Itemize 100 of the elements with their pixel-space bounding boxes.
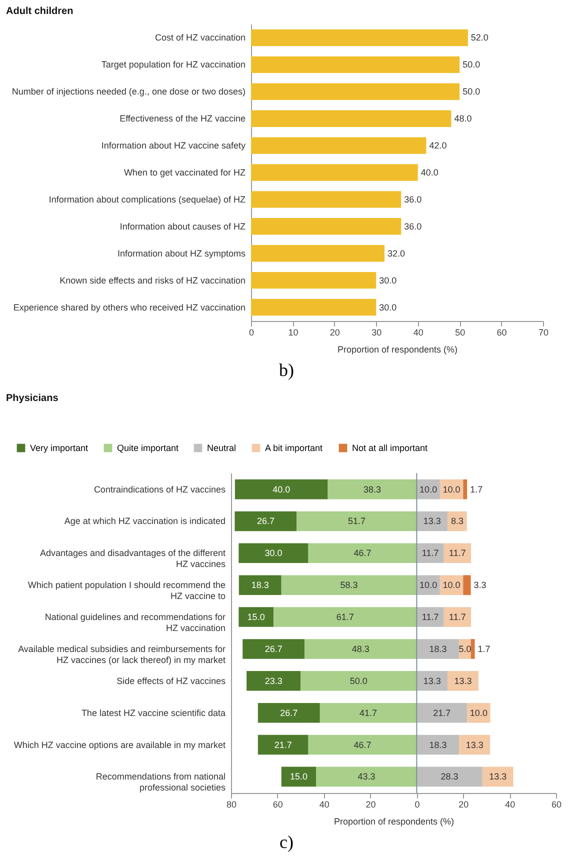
- data-label: 36.0: [404, 221, 422, 232]
- data-label: 10.0: [442, 484, 460, 494]
- bar: [251, 272, 376, 289]
- x-tick-label: 20: [366, 800, 376, 810]
- y-tick-label: Target population for HZ vaccination: [101, 60, 246, 70]
- x-tick-label: 0: [414, 800, 420, 810]
- data-label: 48.0: [454, 114, 472, 124]
- data-label: 30.0: [264, 548, 282, 558]
- bar: [416, 543, 444, 564]
- x-tick-label: 80: [226, 800, 237, 810]
- data-label: 50.0: [462, 86, 480, 97]
- data-label: 58.3: [340, 580, 358, 590]
- bar: [258, 734, 308, 755]
- y-tick-label: Age at which HZ vaccination is indicated: [64, 516, 226, 526]
- x-tick-label: 40: [505, 800, 516, 810]
- bar: [273, 607, 417, 627]
- y-tick-label: Available medical subsidies and reimbursements for HZ vaccines (or lack thereof) in my market: [18, 644, 226, 665]
- data-label: 41.7: [360, 708, 378, 718]
- data-label: 13.3: [489, 772, 507, 782]
- bar: [316, 766, 417, 787]
- data-label: 30.0: [379, 275, 397, 286]
- y-tick-label: Recommendations from national professional societies: [96, 772, 226, 793]
- data-label: 40.0: [420, 168, 438, 178]
- bar: [463, 479, 468, 500]
- data-label: 43.3: [358, 772, 376, 782]
- x-tick-label: 20: [458, 800, 469, 810]
- y-tick-label: Known side effects and risks of HZ vaccination: [60, 275, 246, 286]
- bar: [463, 575, 471, 595]
- data-label: 30.0: [379, 302, 397, 312]
- data-label: 11.7: [449, 612, 466, 622]
- bar: [416, 671, 448, 691]
- bar: [251, 110, 452, 127]
- data-label: 18.3: [251, 580, 269, 590]
- legend-label: Not at all important: [352, 443, 428, 453]
- bar: [251, 56, 460, 74]
- bar: [328, 479, 417, 500]
- x-axis-title: Proportion of respondents (%): [334, 816, 454, 826]
- y-tick-label: Information about causes of HZ: [120, 221, 246, 232]
- data-label: 61.7: [336, 612, 354, 622]
- data-label: 13.3: [423, 516, 441, 526]
- data-label: 10.0: [442, 580, 460, 590]
- bar: [308, 543, 417, 564]
- bar: [258, 702, 320, 723]
- data-label: 36.0: [404, 194, 422, 204]
- data-label: 15.0: [247, 612, 265, 622]
- data-label: 26.7: [264, 644, 282, 654]
- y-tick-label: Which HZ vaccine options are available in my market: [14, 740, 226, 750]
- data-label: 13.3: [423, 676, 441, 686]
- y-tick-label: Advantages and disadvantages of the different HZ vaccines: [40, 548, 226, 570]
- x-tick-label: 0: [248, 328, 254, 338]
- bar: [296, 511, 417, 532]
- y-tick-label: Effectiveness of the HZ vaccine: [120, 114, 246, 124]
- x-tick-label: 50: [455, 328, 466, 338]
- data-label: 13.3: [454, 676, 472, 686]
- bar: [234, 479, 328, 500]
- data-label: 26.7: [280, 708, 298, 718]
- text: Adult children: [6, 6, 74, 17]
- bar: [281, 766, 316, 787]
- bar: [448, 671, 478, 691]
- bar: [459, 734, 490, 755]
- bar: [251, 298, 376, 316]
- y-tick-label: National guidelines and recommendations for HZ vaccination: [44, 612, 226, 634]
- data-label: 10.0: [420, 580, 438, 590]
- x-tick-label: 70: [538, 328, 549, 338]
- data-label: 42.0: [429, 140, 447, 151]
- bar: [444, 543, 472, 564]
- y-tick-label: Information about complications (sequelae) of HZ: [48, 194, 246, 204]
- x-tick-label: 60: [272, 800, 283, 810]
- data-label: 50.0: [350, 676, 368, 686]
- x-tick-label: 20: [330, 328, 340, 338]
- data-label: 15.0: [290, 772, 308, 782]
- data-label: 52.0: [470, 32, 488, 43]
- data-label: 11.7: [422, 548, 439, 558]
- bar: [242, 639, 305, 659]
- text: Physicians: [6, 393, 59, 404]
- legend-label: Quite important: [117, 443, 180, 453]
- data-label: 23.3: [264, 676, 282, 686]
- y-tick-label: Side effects of HZ vaccines: [116, 676, 226, 686]
- y-tick-label: Which patient population I should recommend the HZ vaccine to: [28, 580, 226, 602]
- y-tick-label: Number of injections needed (e.g., one dose or two doses): [12, 86, 246, 97]
- bar: [238, 607, 274, 627]
- data-label: 3.3: [474, 580, 486, 590]
- data-label: 10.0: [420, 484, 438, 494]
- data-label: 26.7: [256, 516, 274, 526]
- bar: [281, 575, 417, 595]
- bar: [416, 607, 444, 627]
- y-tick-label: Contraindications of HZ vaccines: [94, 484, 226, 494]
- data-label: 48.3: [352, 644, 370, 654]
- data-label: 51.7: [348, 516, 366, 526]
- bar: [251, 164, 418, 181]
- bar: [416, 702, 468, 723]
- data-label: 40.0: [272, 484, 290, 494]
- bar: [238, 575, 282, 595]
- data-label: 8.3: [450, 516, 464, 526]
- bar: [304, 639, 417, 659]
- data-label: 46.7: [354, 548, 372, 558]
- data-label: 18.3: [429, 644, 447, 654]
- text: c): [278, 832, 294, 853]
- data-label: 21.7: [274, 740, 292, 750]
- x-tick-label: 40: [413, 328, 424, 338]
